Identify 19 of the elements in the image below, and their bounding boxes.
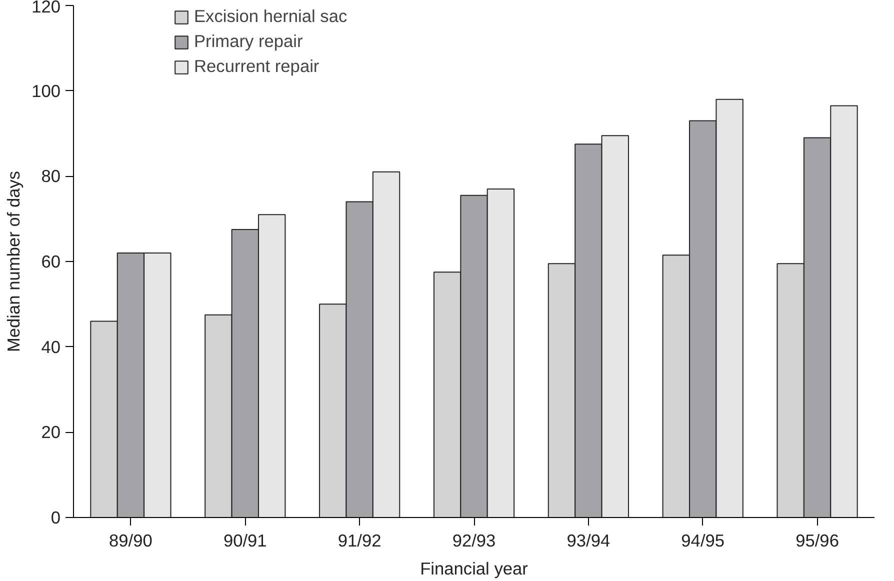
y-tick-label: 20 xyxy=(41,422,61,442)
x-tick-label: 94/95 xyxy=(681,530,725,550)
x-tick-label: 92/93 xyxy=(452,530,496,550)
y-tick-label: 100 xyxy=(32,80,61,101)
legend-label: Excision hernial sac xyxy=(194,6,348,27)
x-tick-label: 95/96 xyxy=(796,530,839,550)
x-tick-label: 89/90 xyxy=(109,530,152,550)
y-axis-title: Median number of days xyxy=(4,170,24,352)
y-tick-label: 80 xyxy=(41,166,61,186)
y-tick-label: 60 xyxy=(41,252,61,272)
y-tick-label: 40 xyxy=(41,336,61,357)
x-tick-label: 90/91 xyxy=(223,530,267,550)
x-tick-label: 93/94 xyxy=(566,530,610,550)
legend-label: Primary repair xyxy=(194,31,303,52)
x-tick-label: 91/92 xyxy=(338,530,382,550)
x-axis-title: Financial year xyxy=(420,558,528,578)
legend-label: Recurrent repair xyxy=(194,56,320,77)
y-tick-label: 120 xyxy=(32,0,61,16)
y-tick-label: 0 xyxy=(50,508,61,528)
